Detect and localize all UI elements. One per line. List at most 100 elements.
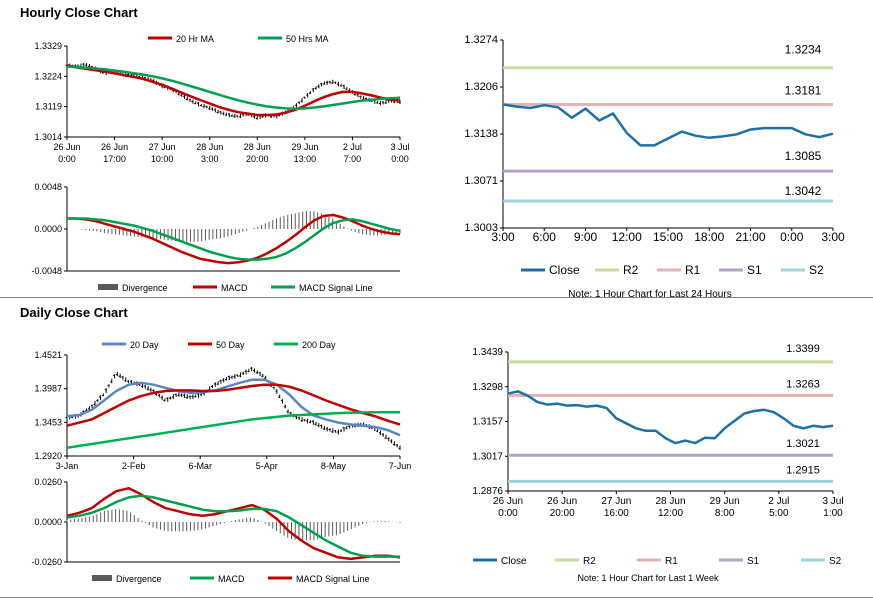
daily-pivot-x-tick-label: 5:00: [769, 508, 789, 519]
hourly-price-x-tick-label: 17:00: [103, 154, 126, 164]
hourly-price-50-hrs-ma-line: [66, 65, 401, 110]
daily-price-x-tick-label: 3-Jan: [56, 461, 79, 471]
daily-pivot-x-tick-label: 3 Jul: [822, 496, 843, 507]
daily-pivot-x-tick-label: 27 Jun: [601, 496, 631, 507]
hourly-pivot-x-tick-label: 6:00: [533, 230, 557, 244]
hourly-price-x-tick-label: 26 Jun: [53, 142, 80, 152]
daily-pivot-y-tick-label: 1.3439: [472, 347, 503, 358]
daily-pivot-x-tick-label: 16:00: [604, 508, 629, 519]
daily-price-x-tick-label: 7-Jun: [389, 461, 412, 471]
hourly-macd-y-tick-label: -0.0048: [31, 266, 62, 276]
bottom-separator: [0, 597, 873, 598]
hourly-price-legend-label: 20 Hr MA: [176, 34, 214, 44]
daily-pivot-legend-label: R2: [583, 556, 596, 567]
daily-price-y-tick-label: 1.4521: [34, 350, 62, 360]
daily-pivot-x-tick-label: 29 Jun: [710, 496, 740, 507]
daily-pivot-note: Note: 1 Hour Chart for Last 1 Week: [578, 573, 719, 583]
hourly-section-title: Hourly Close Chart: [20, 5, 138, 20]
hourly-price-x-tick-label: 26 Jun: [101, 142, 128, 152]
daily-macd-legend-swatch: [92, 575, 112, 581]
daily-macd-legend-label: MACD: [218, 574, 245, 584]
hourly-pivot-close-line: [502, 103, 834, 147]
daily-price-x-tick-label: 5-Apr: [256, 461, 278, 471]
hourly-pivot-x-tick-label: 3:00: [821, 230, 845, 244]
hourly-pivot-legend-label: R1: [685, 263, 701, 277]
daily-pivot-x-tick-label: 8:00: [715, 508, 735, 519]
hourly-macd-y-tick-label: 0.0000: [34, 224, 62, 234]
section-separator: [0, 297, 873, 298]
hourly-pivot-y-tick-label: 1.3071: [464, 175, 498, 187]
hourly-pivot-legend-label: Close: [549, 263, 580, 277]
daily-price-y-tick-label: 1.2920: [34, 451, 62, 461]
daily-pivot-legend-label: R1: [665, 556, 678, 567]
hourly-pivot-legend-label: R2: [623, 263, 639, 277]
hourly-price-x-tick-label: 10:00: [151, 154, 174, 164]
hourly-price-x-tick-label: 3:00: [201, 154, 219, 164]
daily-macd-legend-label: MACD Signal Line: [296, 574, 370, 584]
hourly-price-x-tick-label: 13:00: [294, 154, 317, 164]
hourly-price-x-tick-label: 29 Jun: [291, 142, 318, 152]
daily-pivot-y-tick-label: 1.2876: [472, 486, 503, 497]
daily-macd-y-tick-label: 0.0000: [34, 517, 62, 527]
daily-price-200-day-line: [66, 410, 400, 450]
hourly-pivot-note: Note: 1 Hour Chart for Last 24 Hours: [568, 289, 731, 300]
daily-macd-legend-label: Divergence: [116, 574, 162, 584]
daily-pivot-s1-level-label: 1.3021: [786, 438, 820, 450]
daily-pivot-y-tick-label: 1.3298: [472, 382, 503, 393]
daily-pivot-r1-level-label: 1.3263: [786, 378, 820, 390]
daily-pivot-y-tick-label: 1.3157: [472, 417, 503, 428]
daily-pivot-x-tick-label: 20:00: [550, 508, 575, 519]
hourly-pivot-x-tick-label: 15:00: [653, 230, 683, 244]
daily-price-y-tick-label: 1.3987: [34, 384, 62, 394]
hourly-price-x-tick-label: 0:00: [58, 154, 76, 164]
hourly-price-20-hr-ma-line: [66, 64, 401, 117]
daily-macd-y-tick-label: 0.0260: [34, 477, 62, 487]
hourly-macd-legend-swatch: [98, 284, 118, 290]
hourly-pivot-x-tick-label: 0:00: [780, 230, 804, 244]
hourly-price-x-tick-label: 2 Jul: [343, 142, 362, 152]
daily-pivot-legend-label: Close: [501, 556, 527, 567]
hourly-pivot-s2-level-label: 1.3042: [785, 184, 822, 198]
hourly-macd-y-tick-label: 0.0048: [34, 182, 62, 192]
hourly-pivot-x-tick-label: 21:00: [735, 230, 765, 244]
hourly-pivot-y-tick-label: 1.3003: [464, 222, 498, 234]
hourly-macd-legend-label: Divergence: [122, 283, 168, 293]
hourly-pivot-x-tick-label: 18:00: [694, 230, 724, 244]
daily-price-legend-label: 50 Day: [216, 340, 245, 350]
hourly-pivot-legend-label: S1: [747, 263, 762, 277]
daily-pivot-y-tick-label: 1.3017: [472, 451, 503, 462]
daily-pivot-legend-label: S2: [829, 556, 842, 567]
daily-pivot-legend-label: S1: [747, 556, 760, 567]
daily-price-x-tick-label: 2-Feb: [122, 461, 146, 471]
daily-macd-macd-line: [66, 486, 401, 561]
daily-pivot-x-tick-label: 2 Jul: [768, 496, 789, 507]
hourly-price-x-tick-label: 3 Jul: [390, 142, 409, 152]
daily-price-50-day-line: [66, 383, 401, 427]
daily-pivot-x-tick-label: 28 Jun: [655, 496, 685, 507]
hourly-macd-macd-line: [67, 213, 401, 265]
hourly-pivot-x-tick-label: 9:00: [574, 230, 598, 244]
hourly-price-x-tick-label: 7:00: [344, 154, 362, 164]
hourly-price-x-tick-label: 0:00: [391, 154, 409, 164]
hourly-price-y-tick-label: 1.3329: [34, 41, 62, 51]
hourly-price-y-tick-label: 1.3224: [34, 71, 62, 81]
hourly-pivot-r1-level-label: 1.3181: [785, 84, 822, 98]
daily-pivot-x-tick-label: 26 Jun: [493, 496, 523, 507]
hourly-price-x-tick-label: 28 Jun: [244, 142, 271, 152]
hourly-price-y-tick-label: 1.3119: [35, 102, 62, 112]
daily-macd-signal-line: [66, 494, 400, 558]
hourly-pivot-y-tick-label: 1.3274: [464, 34, 498, 46]
hourly-price-x-tick-label: 20:00: [246, 154, 269, 164]
hourly-macd-signal-line: [67, 217, 401, 261]
daily-price-y-tick-label: 1.3453: [34, 417, 62, 427]
daily-section-title: Daily Close Chart: [20, 305, 128, 320]
daily-pivot-x-tick-label: 1:00: [823, 508, 843, 519]
daily-pivot-s2-level-label: 1.2915: [786, 464, 820, 476]
hourly-pivot-legend-label: S2: [809, 263, 824, 277]
hourly-price-y-tick-label: 1.3014: [34, 132, 62, 142]
hourly-pivot-r2-level-label: 1.3234: [785, 43, 822, 57]
daily-pivot-r2-level-label: 1.3399: [786, 343, 820, 355]
hourly-pivot-y-tick-label: 1.3206: [464, 81, 498, 93]
daily-price-x-tick-label: 6-Mar: [188, 461, 212, 471]
